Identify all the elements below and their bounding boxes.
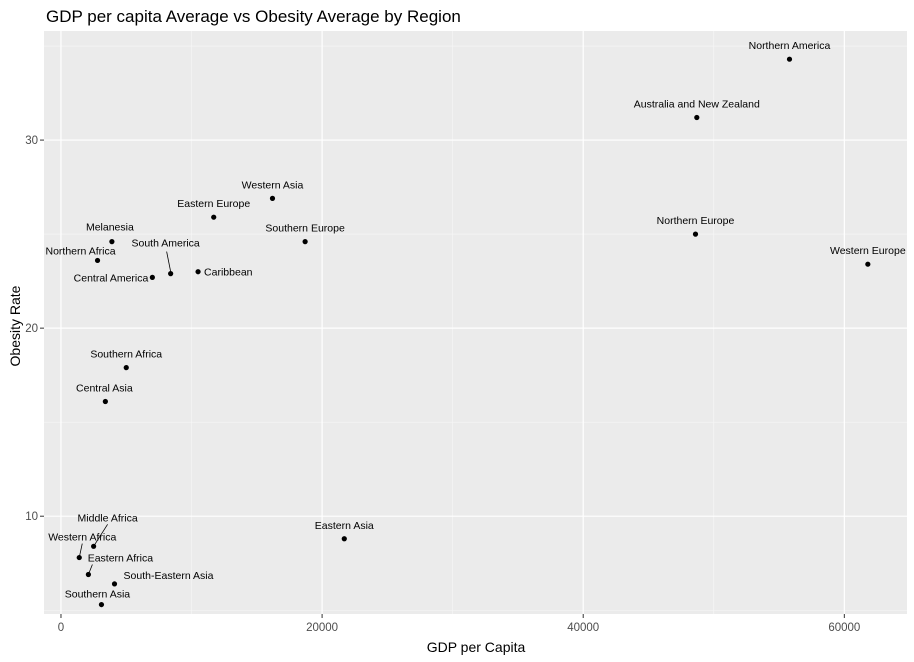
point-label: Southern Asia [65, 589, 131, 601]
chart-title: GDP per capita Average vs Obesity Averag… [46, 7, 461, 26]
y-tick-label: 30 [25, 135, 38, 147]
point-label: Northern Europe [657, 215, 735, 227]
scatter-point [109, 239, 115, 245]
point-label: Southern Africa [90, 349, 162, 361]
point-label: Melanesia [86, 222, 134, 234]
point-label: South America [131, 238, 199, 250]
scatter-point [102, 398, 108, 405]
point-label: Northern Africa [46, 245, 116, 257]
scatter-point [865, 261, 871, 267]
point-label: Eastern Europe [177, 198, 250, 210]
scatter-point [341, 536, 347, 542]
scatter-point [123, 365, 129, 371]
x-tick-label: 40000 [567, 622, 599, 634]
scatter-point [85, 571, 91, 578]
scatter-point [302, 239, 308, 245]
scatter-point [195, 269, 201, 275]
grid-minor-lines [44, 31, 907, 614]
point-label: Western Europe [830, 245, 906, 257]
y-tick-label: 20 [25, 323, 38, 335]
scatter-point [91, 543, 97, 549]
leader-line [93, 524, 108, 547]
scatter-point [98, 601, 105, 608]
y-axis-title: Obesity Rate [7, 285, 23, 366]
point-labels: Northern America Australia and New Zealan… [46, 40, 906, 600]
point-label: Eastern Asia [315, 520, 374, 532]
grid-major-lines [44, 31, 907, 614]
point-label: Australia and New Zealand [634, 99, 760, 111]
scatter-point [269, 195, 276, 201]
point-label: Caribbean [204, 267, 253, 279]
point-label: Western Asia [242, 179, 304, 191]
plot-panel [44, 31, 907, 614]
scatter-point [111, 581, 118, 587]
point-label: Middle Africa [78, 512, 138, 524]
point-label: South-Eastern Asia [124, 570, 214, 582]
point-label: Eastern Africa [88, 553, 154, 565]
scatter-point [694, 114, 700, 121]
scatter-point [76, 554, 82, 561]
point-label: Southern Europe [265, 223, 345, 235]
y-tick-label: 10 [25, 511, 38, 523]
data-points [76, 56, 871, 608]
x-axis-ticks: 0 20000 40000 60000 [58, 614, 860, 634]
scatter-point [94, 257, 101, 264]
point-label: Western Africa [48, 532, 116, 544]
x-tick-label: 20000 [306, 622, 338, 634]
scatter-point [692, 231, 699, 237]
x-tick-label: 60000 [828, 622, 860, 634]
scatter-point [786, 56, 793, 62]
scatter-point [168, 271, 174, 277]
point-label: Northern America [749, 40, 831, 52]
point-label: Central Asia [76, 382, 133, 394]
scatter-point [149, 274, 155, 280]
y-axis-ticks: 10 20 30 [25, 135, 44, 523]
x-axis-title: GDP per Capita [427, 639, 526, 655]
scatter-point [211, 214, 217, 220]
x-tick-label: 0 [58, 622, 64, 634]
leader-line [166, 251, 172, 272]
point-label: Central America [74, 272, 149, 284]
